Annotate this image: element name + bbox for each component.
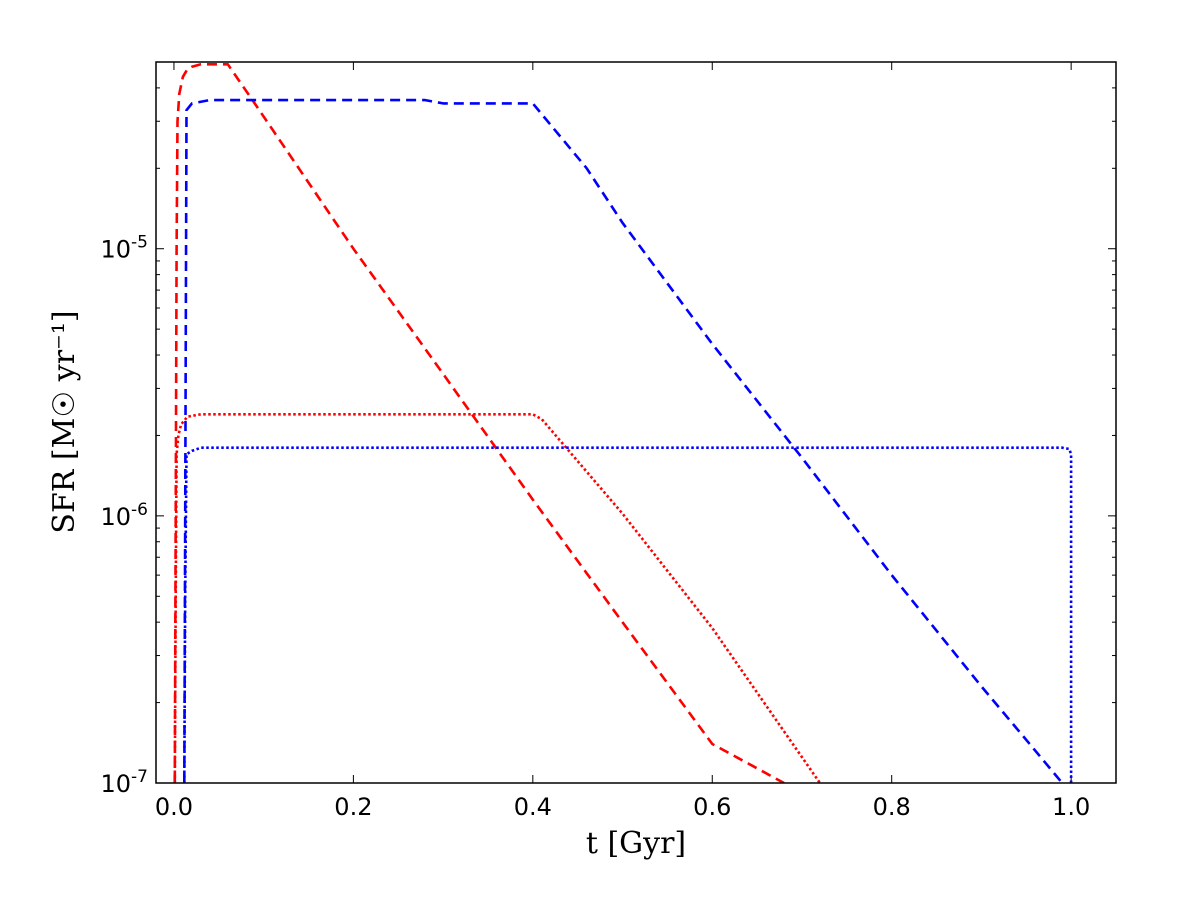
- x-tick-label-0: 0.0: [155, 793, 193, 821]
- y-tick-label-1: 10-6: [101, 500, 149, 531]
- series-line-0: [173, 63, 785, 783]
- tick-labels-layer: 0.0 0.2 0.4 0.6 0.8 1.0 10-7 10-6 10-5: [101, 233, 1091, 821]
- series-layer: [173, 63, 1073, 783]
- x-tick-label-4: 0.8: [873, 793, 911, 821]
- series-line-1: [183, 98, 1064, 783]
- x-axis-label: t [Gyr]: [586, 826, 686, 861]
- x-tick-label-1: 0.2: [334, 793, 372, 821]
- y-axis-label: SFR [M☉ yr⁻¹]: [47, 310, 82, 533]
- y-tick-label-0: 10-7: [101, 767, 149, 798]
- plot-frame: [155, 61, 1117, 784]
- x-tick-label-5: 1.0: [1052, 793, 1090, 821]
- series-line-3: [183, 446, 1073, 783]
- x-tick-label-3: 0.6: [693, 793, 731, 821]
- y-tick-label-2: 10-5: [101, 233, 149, 264]
- x-tick-label-2: 0.4: [514, 793, 552, 821]
